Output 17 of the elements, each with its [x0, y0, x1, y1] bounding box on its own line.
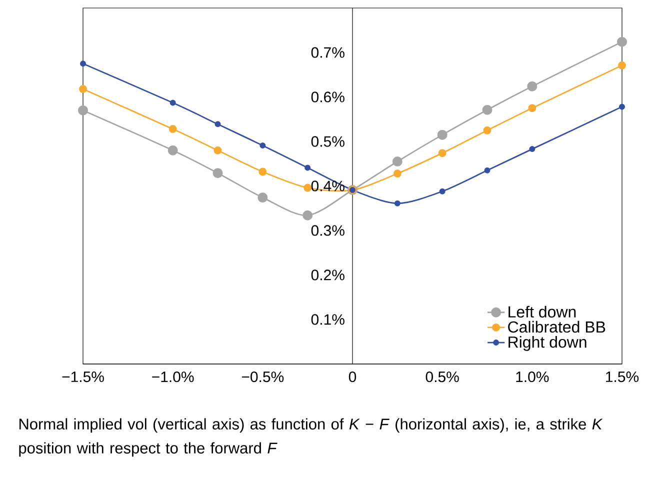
- text: Normal implied vol (vertical axis) as function of K − F (horizontal axis), ie, a strike K position with respect to the forward F: [19, 418, 603, 457]
- x-tick-label: 0.5%: [426, 372, 459, 382]
- y-tick-label: 0.3%: [311, 225, 344, 236]
- y-tick-label: 0.7%: [311, 47, 344, 58]
- y-tick-label: 0.1%: [311, 314, 344, 325]
- legend-label: Calibrated BB: [508, 320, 606, 333]
- y-tick-label: 0.6%: [311, 92, 344, 102]
- legend-label: Right down: [508, 336, 586, 351]
- x-tick-label: 1.0%: [516, 372, 549, 382]
- x-tick-label: −1.5%: [62, 372, 104, 382]
- x-tick-label: −0.5%: [242, 372, 284, 382]
- x-tick-label: −1.0%: [152, 372, 194, 382]
- y-tick-label: 0.5%: [311, 136, 344, 147]
- y-tick-label: 0.2%: [311, 270, 344, 280]
- legend-label: Left down: [508, 306, 576, 318]
- x-tick-label: 0: [348, 372, 356, 382]
- x-tick-label: 1.5%: [606, 372, 639, 382]
